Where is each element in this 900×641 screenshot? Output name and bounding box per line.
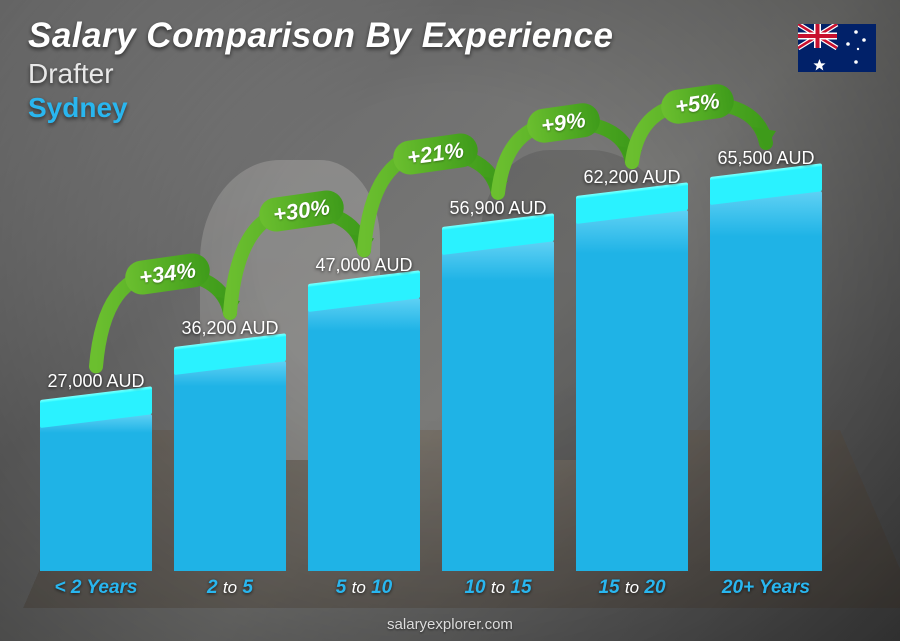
job-title: Drafter xyxy=(28,58,613,90)
x-axis-label: 20+ Years xyxy=(701,577,831,599)
bar-chart: 27,000 AUD36,200 AUD47,000 AUD56,900 AUD… xyxy=(40,140,840,571)
x-axis-label: 5 to 10 xyxy=(299,577,429,599)
x-axis-label: 2 to 5 xyxy=(165,577,295,599)
x-axis-label: 15 to 20 xyxy=(567,577,697,599)
header: Salary Comparison By Experience Drafter … xyxy=(28,16,613,124)
page-title: Salary Comparison By Experience xyxy=(28,16,613,56)
location: Sydney xyxy=(28,92,613,124)
australia-flag-icon xyxy=(798,24,876,72)
x-axis: < 2 Years2 to 55 to 1010 to 1515 to 2020… xyxy=(40,577,840,607)
increment-arrow xyxy=(40,140,860,580)
x-axis-label: < 2 Years xyxy=(31,577,161,599)
footer-credit: salaryexplorer.com xyxy=(0,616,900,633)
x-axis-label: 10 to 15 xyxy=(433,577,563,599)
